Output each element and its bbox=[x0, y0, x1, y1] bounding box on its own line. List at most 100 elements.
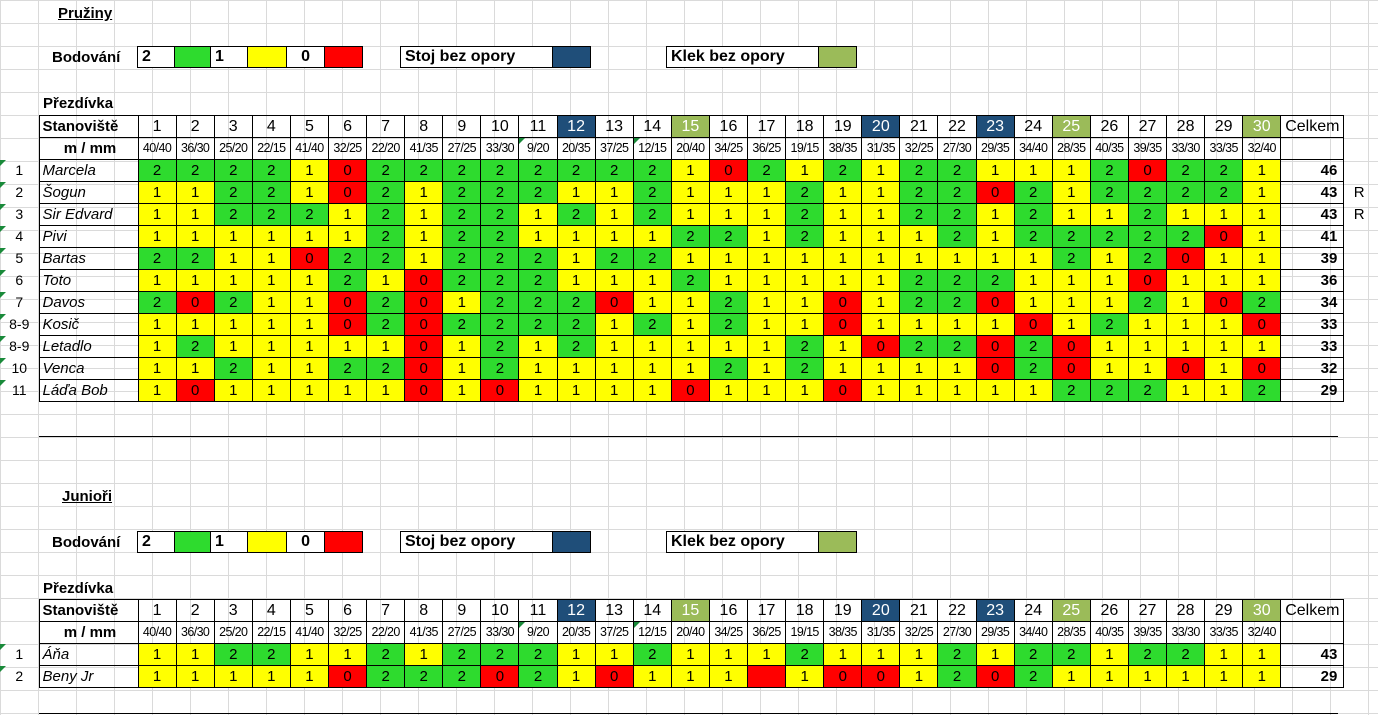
score-cell: 2 bbox=[1127, 247, 1168, 270]
score-cell: 1 bbox=[746, 225, 787, 248]
score-cell: 1 bbox=[785, 247, 825, 270]
score-cell: 0 bbox=[480, 665, 520, 688]
score-cell: 1 bbox=[556, 181, 596, 204]
score-cell: 2 bbox=[1089, 159, 1129, 182]
score-cell: 1 bbox=[251, 247, 291, 270]
station-header-8: 8 bbox=[404, 115, 444, 138]
distance-cell: 9/20 bbox=[518, 621, 558, 644]
distance-cell: 41/35 bbox=[404, 621, 444, 644]
score-cell: 0 bbox=[1204, 225, 1244, 248]
score-cell: 1 bbox=[1089, 291, 1129, 314]
mark-cell bbox=[1344, 270, 1374, 292]
score-cell: 1 bbox=[670, 159, 710, 182]
distance-cell: 32/25 bbox=[327, 137, 368, 160]
score-cell: 2 bbox=[213, 291, 253, 314]
score-cell: 1 bbox=[1242, 225, 1282, 248]
score-cell: 1 bbox=[1242, 203, 1282, 226]
mark-blank bbox=[1344, 116, 1374, 138]
score-cell: 0 bbox=[975, 335, 1015, 358]
distance-cell: 25/20 bbox=[213, 137, 253, 160]
total-cell: 29 bbox=[1280, 665, 1345, 688]
score-cell: 2 bbox=[632, 313, 672, 336]
score-cell: 1 bbox=[861, 291, 901, 314]
station-header-5: 5 bbox=[289, 115, 329, 138]
score-cell: 1 bbox=[670, 335, 710, 358]
score-cell: 2 bbox=[251, 159, 291, 182]
score-cell: 2 bbox=[1013, 643, 1053, 666]
distance-cell: 33/30 bbox=[1166, 137, 1206, 160]
score-cell: 0 bbox=[175, 379, 215, 402]
rank-header-blank bbox=[0, 138, 39, 160]
score-cell: 1 bbox=[556, 225, 596, 248]
score-cell: 1 bbox=[518, 335, 558, 358]
station-header-17: 17 bbox=[746, 115, 787, 138]
score-cell: 2 bbox=[175, 247, 215, 270]
score-cell: 1 bbox=[327, 225, 368, 248]
score-cell: 2 bbox=[1051, 247, 1091, 270]
score-cell: 1 bbox=[670, 665, 710, 688]
distance-cell: 29/35 bbox=[975, 621, 1015, 644]
score-cell: 2 bbox=[785, 225, 825, 248]
score-cell: 1 bbox=[670, 291, 710, 314]
score-cell: 1 bbox=[785, 269, 825, 292]
nickname-cell: Áňa bbox=[38, 643, 139, 666]
distance-cell: 39/35 bbox=[1127, 621, 1168, 644]
station-header-6: 6 bbox=[327, 599, 368, 622]
score-cell: 2 bbox=[1089, 379, 1129, 402]
score-cell: 1 bbox=[1089, 357, 1129, 380]
station-header-24: 24 bbox=[1013, 115, 1053, 138]
score-cell: 2 bbox=[1013, 203, 1053, 226]
station-header-2: 2 bbox=[175, 115, 215, 138]
score-cell: 0 bbox=[594, 291, 634, 314]
score-cell: 2 bbox=[670, 225, 710, 248]
station-header-21: 21 bbox=[899, 599, 939, 622]
score-cell: 1 bbox=[1089, 247, 1129, 270]
nickname-cell: Šogun bbox=[38, 181, 139, 204]
score-cell: 0 bbox=[327, 159, 368, 182]
score-cell: 1 bbox=[1242, 335, 1282, 358]
score-cell: 1 bbox=[175, 643, 215, 666]
score-cell: 0 bbox=[404, 335, 444, 358]
header-row-stations: Stanoviště 1 2 3 4 5 6 7 8 9 10 11 12 13 14 15 16 17 18 19 2… bbox=[0, 599, 1374, 622]
station-header-16: 16 bbox=[708, 599, 749, 622]
score-cell: 1 bbox=[366, 335, 406, 358]
divider bbox=[39, 436, 1338, 437]
table-row: 8-9 Letadlo 1 2 1 1 1 1 1 0 1 2 1 2 1 1 1 1 1 2 1 0 2 2 0 2 0 1 1 1 1 1… bbox=[0, 335, 1374, 358]
nickname-cell: Marcela bbox=[38, 159, 139, 182]
distance-cell: 36/25 bbox=[746, 137, 787, 160]
legend-stoj-label: Stoj bez opory bbox=[400, 531, 553, 553]
distance-cell: 41/40 bbox=[289, 137, 329, 160]
score-cell: 1 bbox=[746, 181, 787, 204]
station-header-12: 12 bbox=[556, 115, 596, 138]
station-header-26: 26 bbox=[1089, 115, 1129, 138]
score-cell: 2 bbox=[937, 643, 977, 666]
score-cell: 1 bbox=[289, 291, 329, 314]
score-cell: 2 bbox=[1166, 181, 1206, 204]
score-cell: 1 bbox=[518, 203, 558, 226]
score-cell: 1 bbox=[1051, 665, 1091, 688]
mark-cell: R bbox=[1353, 206, 1365, 223]
distance-cell: 19/15 bbox=[785, 621, 825, 644]
divider bbox=[39, 713, 1338, 714]
distance-cell: 28/35 bbox=[1051, 137, 1091, 160]
distance-cell: 22/20 bbox=[366, 137, 406, 160]
station-header-13: 13 bbox=[594, 115, 634, 138]
score-cell: 1 bbox=[632, 291, 672, 314]
score-cell: 0 bbox=[327, 313, 368, 336]
total-cell: 46 bbox=[1280, 159, 1345, 182]
legend-swatch-stoj bbox=[552, 46, 591, 68]
station-header-30: 30 bbox=[1242, 115, 1282, 138]
score-cell: 2 bbox=[937, 335, 977, 358]
score-cell: 1 bbox=[1089, 269, 1129, 292]
table-row: 10 Venca 1 1 2 1 1 2 2 0 1 2 1 1 1 1 1 2 1 2 1 1 1 1 0 2 0 1 1 0 1 0 32 bbox=[0, 357, 1374, 380]
score-cell: 2 bbox=[480, 291, 520, 314]
station-header-5: 5 bbox=[289, 599, 329, 622]
distance-cell: 20/35 bbox=[556, 621, 596, 644]
distance-cell: 29/35 bbox=[975, 137, 1015, 160]
score-cell: 2 bbox=[785, 335, 825, 358]
score-cell: 2 bbox=[480, 357, 520, 380]
distance-cell: 22/15 bbox=[251, 137, 291, 160]
distance-cell: 32/25 bbox=[899, 621, 939, 644]
score-cell: 2 bbox=[251, 203, 291, 226]
score-cell: 2 bbox=[1166, 225, 1206, 248]
